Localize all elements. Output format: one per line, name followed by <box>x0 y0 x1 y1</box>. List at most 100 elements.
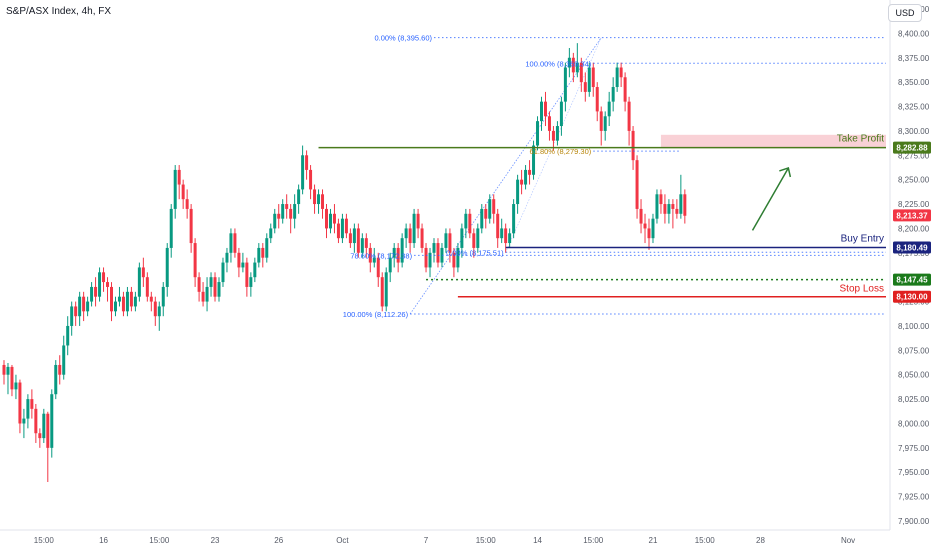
candle-body <box>205 286 209 302</box>
y-tick-label: 8,025.00 <box>898 395 930 404</box>
candle-body <box>121 296 125 312</box>
price-badges: 8,282.88 8,213.37 8,180.49 8,147.45 8,130.00 <box>893 141 931 303</box>
fib-level-label: 100.00% (8,112.26) <box>343 310 409 319</box>
y-tick-label: 8,350.00 <box>898 78 930 87</box>
candle-body <box>344 218 348 234</box>
candle-body <box>38 433 42 439</box>
candle-body <box>647 228 651 239</box>
buy-entry-price-badge-bg <box>893 241 931 254</box>
x-tick-label: 15:00 <box>476 536 497 545</box>
candle-body <box>679 194 683 214</box>
fib-level-label: 100.00% (8,369.34) <box>525 59 591 68</box>
x-tick-label: 14 <box>533 536 542 545</box>
candle-body <box>66 325 70 346</box>
take-profit-price-badge: 8,282.88 <box>896 144 928 153</box>
chart-title: S&P/ASX Index, 4h, FX <box>6 6 112 17</box>
candle-body <box>619 67 623 78</box>
candle-body <box>241 262 245 268</box>
candle-body <box>169 208 173 248</box>
candle-body <box>293 204 297 219</box>
candle-body <box>639 208 643 224</box>
candle-body <box>595 87 599 112</box>
y-tick-label: 8,300.00 <box>898 127 930 136</box>
candle-body <box>257 247 261 263</box>
candles <box>2 43 687 482</box>
candle-body <box>396 247 400 263</box>
candle-body <box>328 213 332 229</box>
candle-body <box>340 218 344 239</box>
fib-level-label: 61.80% (8,279.30) <box>530 147 592 156</box>
candle-body <box>185 199 189 209</box>
candle-body <box>217 282 221 297</box>
candle-body <box>221 262 225 283</box>
candle-body <box>408 228 412 244</box>
candle-body <box>6 366 10 375</box>
candle-body <box>392 247 396 258</box>
candle-body <box>420 228 424 248</box>
candle-body <box>106 282 110 287</box>
candle-body <box>563 67 567 102</box>
fib-diagonal <box>409 37 602 315</box>
candle-body <box>547 116 551 131</box>
candle-body <box>591 67 595 88</box>
candle-body <box>161 286 165 307</box>
stop-loss-price-badge: 8,130.00 <box>896 293 928 302</box>
candle-body <box>615 67 619 88</box>
candle-body <box>428 252 432 268</box>
candle-body <box>388 257 392 273</box>
candle-body <box>225 252 229 263</box>
candle-body <box>575 62 579 73</box>
candle-body <box>599 111 603 131</box>
candle-body <box>416 213 420 229</box>
dotted-level-price-badge: 8,147.45 <box>896 276 928 285</box>
candle-body <box>173 169 177 209</box>
candle-body <box>504 228 508 244</box>
currency-button[interactable]: USD <box>888 4 922 22</box>
candle-body <box>90 286 94 302</box>
y-tick-label: 8,325.00 <box>898 103 930 112</box>
candle-body <box>125 291 129 312</box>
candle-body <box>325 208 328 229</box>
buy-entry-price-badge: 8,180.49 <box>896 243 928 252</box>
x-tick-label: Nov <box>841 536 855 545</box>
candle-body <box>348 233 352 244</box>
candle-body <box>70 306 74 326</box>
candle-body <box>189 208 193 244</box>
candle-body <box>265 238 269 258</box>
y-tick-label: 8,100.00 <box>898 322 930 331</box>
candle-body <box>611 87 615 102</box>
candle-body <box>165 247 169 287</box>
candle-body <box>583 82 587 92</box>
candle-body <box>567 57 571 68</box>
candle-body <box>400 238 404 263</box>
candle-body <box>181 184 185 200</box>
x-tick-label: 23 <box>211 536 220 545</box>
candle-body <box>468 213 472 234</box>
candle-body <box>683 194 687 216</box>
candle-body <box>480 208 484 229</box>
candle-body <box>82 296 86 312</box>
candle-body <box>587 67 591 92</box>
x-tick-label: 26 <box>274 536 283 545</box>
time-axis[interactable]: 15:00 16 15:00 23 26 Oct 7 15:00 14 15:00 21 15:00 2… <box>0 529 890 545</box>
candle-body <box>157 306 161 317</box>
fib-level-label: 0.00% (8,395.60) <box>374 34 432 43</box>
x-tick-label: 7 <box>424 536 429 545</box>
x-tick-label: 15:00 <box>695 536 716 545</box>
candle-body <box>213 277 217 297</box>
candle-body <box>153 301 157 317</box>
candle-body <box>579 62 583 83</box>
candle-body <box>508 233 512 244</box>
candle-body <box>484 208 488 219</box>
candle-body <box>432 243 436 253</box>
candle-body <box>22 418 26 424</box>
candle-body <box>201 291 205 302</box>
y-tick-label: 8,050.00 <box>898 371 930 380</box>
candle-body <box>512 204 516 234</box>
candle-body <box>86 301 90 312</box>
candle-body <box>50 394 54 448</box>
x-tick-label: Oct <box>336 536 349 545</box>
candle-body <box>472 233 476 248</box>
candle-body <box>305 155 309 170</box>
